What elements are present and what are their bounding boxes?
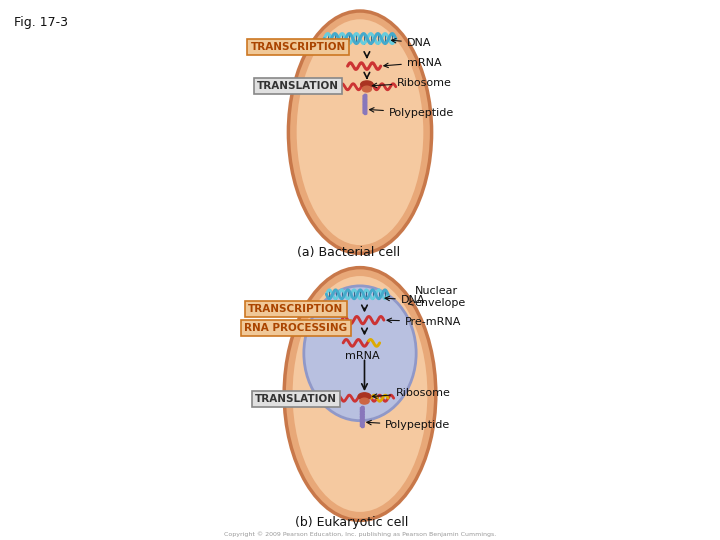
Text: DNA: DNA: [392, 38, 431, 48]
Text: Pre-mRNA: Pre-mRNA: [387, 316, 462, 327]
Text: Nuclear
envelope: Nuclear envelope: [408, 286, 466, 308]
Text: mRNA: mRNA: [384, 58, 441, 68]
Ellipse shape: [284, 268, 436, 521]
Ellipse shape: [360, 398, 369, 404]
Text: Copyright © 2009 Pearson Education, Inc. publishing as Pearson Benjamin Cummings: Copyright © 2009 Pearson Education, Inc.…: [224, 532, 496, 537]
Ellipse shape: [289, 11, 431, 253]
Text: TRANSLATION: TRANSLATION: [257, 81, 339, 91]
Text: DNA: DNA: [385, 295, 426, 305]
Ellipse shape: [358, 393, 371, 400]
Ellipse shape: [304, 286, 416, 421]
Text: Fig. 17-3: Fig. 17-3: [14, 16, 68, 29]
Ellipse shape: [362, 86, 372, 92]
Ellipse shape: [292, 276, 428, 512]
Text: Polypeptide: Polypeptide: [366, 420, 451, 430]
Ellipse shape: [297, 19, 423, 245]
Text: (b) Eukaryotic cell: (b) Eukaryotic cell: [295, 516, 409, 529]
Text: TRANSCRIPTION: TRANSCRIPTION: [248, 304, 343, 314]
Text: Ribosome: Ribosome: [372, 388, 451, 399]
Text: Ribosome: Ribosome: [372, 78, 452, 87]
Text: Polypeptide: Polypeptide: [369, 107, 454, 118]
Text: (a) Bacterial cell: (a) Bacterial cell: [297, 246, 400, 259]
Text: TRANSLATION: TRANSLATION: [255, 394, 337, 404]
Text: TRANSCRIPTION: TRANSCRIPTION: [251, 42, 346, 52]
Text: mRNA: mRNA: [346, 352, 380, 361]
Ellipse shape: [361, 81, 373, 88]
Text: RNA PROCESSING: RNA PROCESSING: [244, 323, 348, 333]
